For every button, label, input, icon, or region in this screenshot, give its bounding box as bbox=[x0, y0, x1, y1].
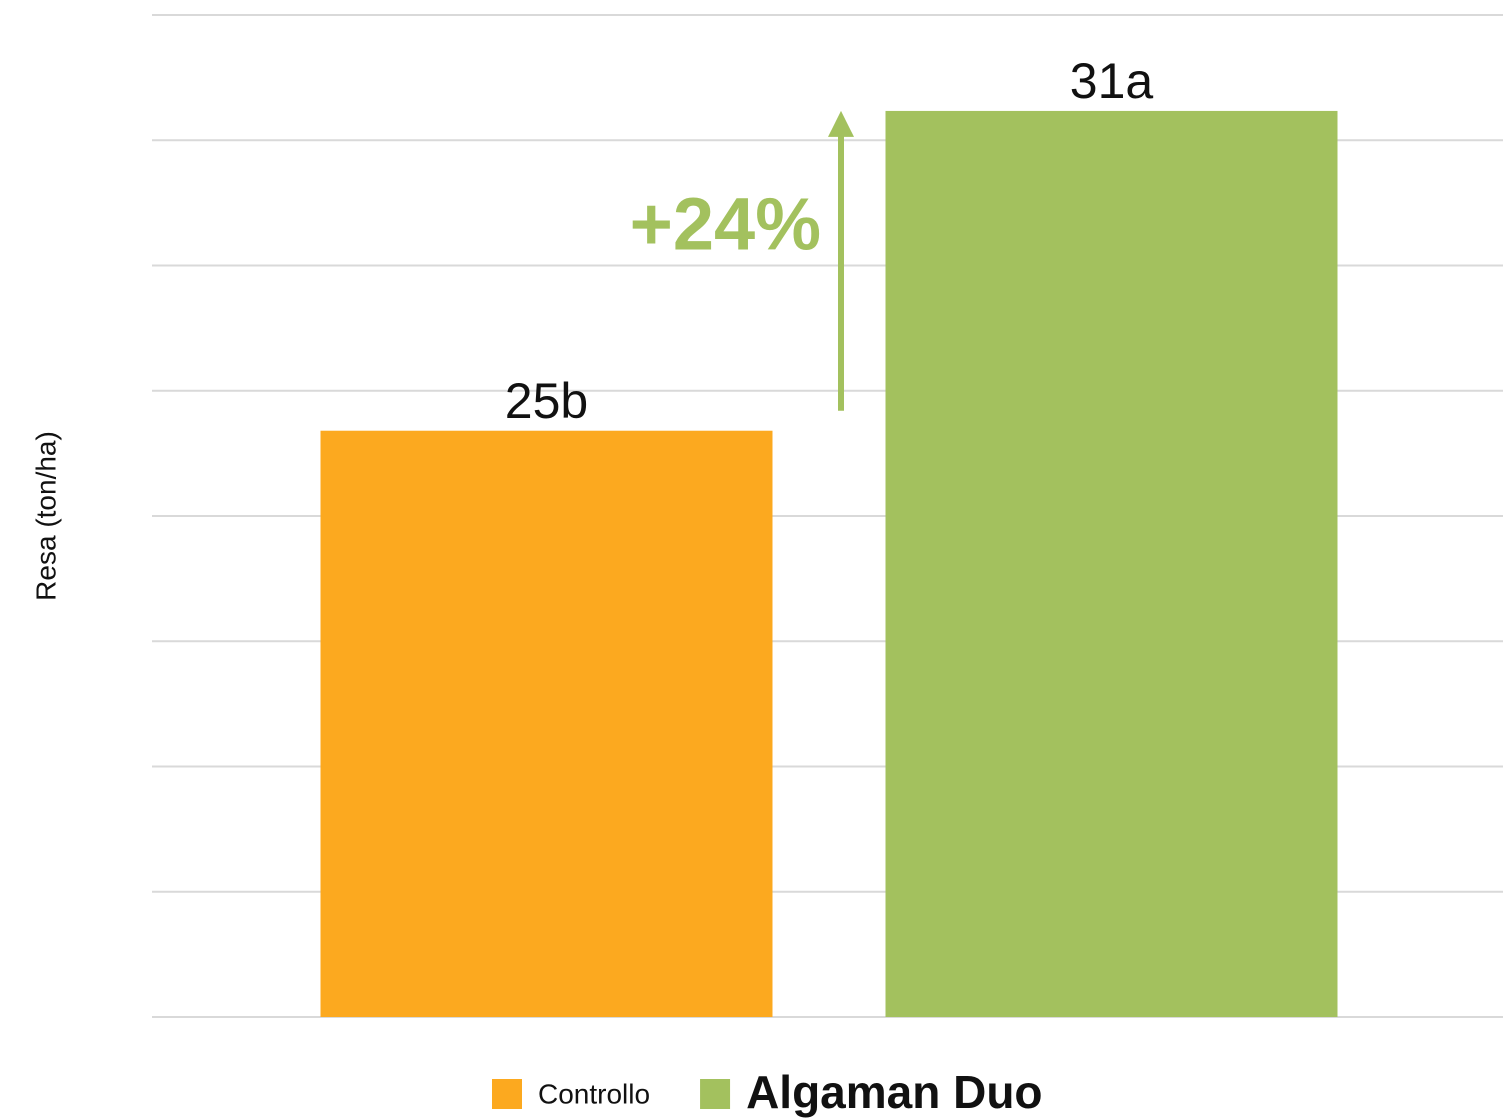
bar bbox=[885, 110, 1338, 1018]
value-label: 31a bbox=[1070, 53, 1154, 109]
annotation: +24% bbox=[630, 183, 821, 266]
legend-swatch bbox=[492, 1079, 522, 1109]
legend-swatch bbox=[700, 1079, 731, 1109]
legend-label: Controllo bbox=[538, 1078, 650, 1109]
y-axis-label: Resa (ton/ha) bbox=[30, 431, 61, 601]
bar bbox=[320, 430, 773, 1018]
value-label: 25b bbox=[505, 373, 588, 429]
legend-label: Algaman Duo bbox=[746, 1066, 1042, 1118]
arrow-head bbox=[828, 110, 854, 137]
